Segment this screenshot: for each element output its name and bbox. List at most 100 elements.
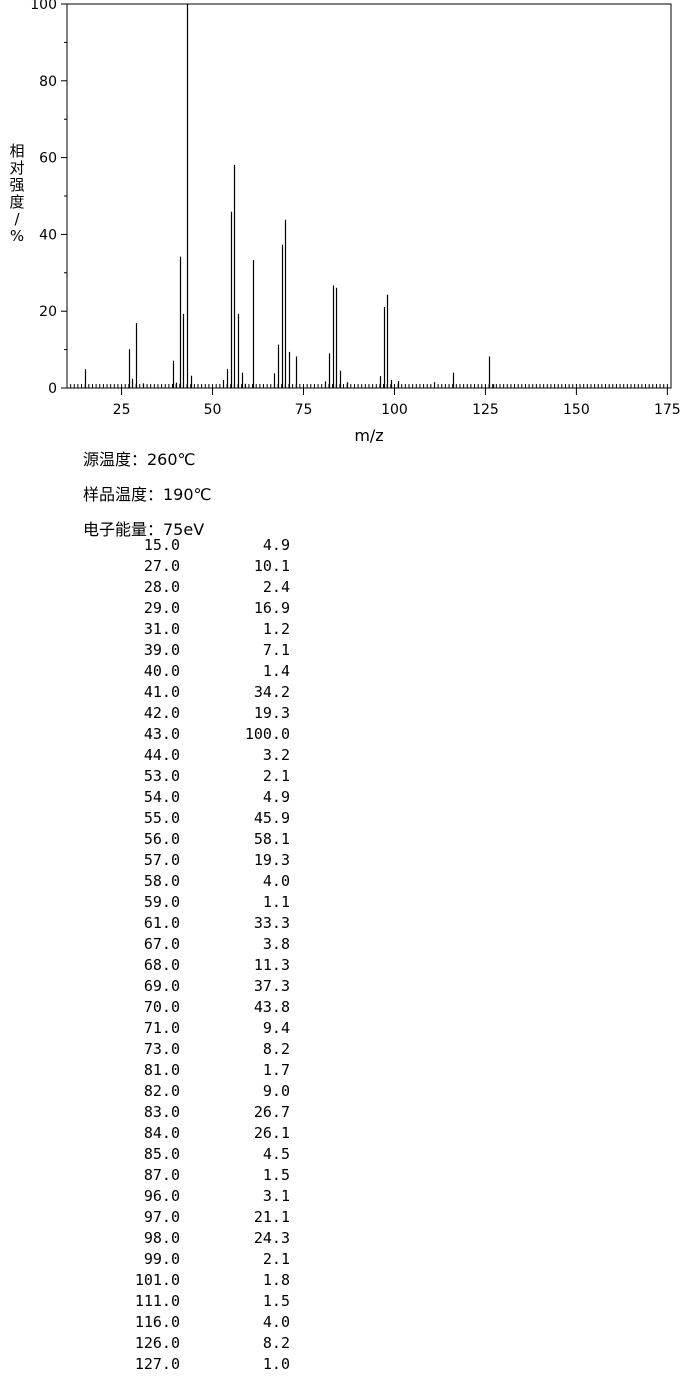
peak-row: 41.0 34.2 bbox=[110, 682, 290, 703]
peak-abundance: 16.9 bbox=[253, 599, 290, 617]
peak-abundance: 2.1 bbox=[262, 1250, 290, 1268]
peak-abundance: 3.8 bbox=[262, 935, 290, 953]
peak-mz: 53.0 bbox=[143, 767, 180, 785]
peak-row: 71.0 9.4 bbox=[110, 1018, 290, 1039]
peak-mz: 43.0 bbox=[143, 725, 180, 743]
peak-mz: 55.0 bbox=[143, 809, 180, 827]
peak-abundance: 58.1 bbox=[253, 830, 290, 848]
peak-mz: 39.0 bbox=[143, 641, 180, 659]
peak-row: 44.0 3.2 bbox=[110, 745, 290, 766]
y-axis-label: 相 对 强 度 / % bbox=[8, 143, 26, 245]
peak-mz: 61.0 bbox=[143, 914, 180, 932]
peak-row: 43.0 100.0 bbox=[110, 724, 290, 745]
peak-row: 28.0 2.4 bbox=[110, 577, 290, 598]
peak-abundance: 1.1 bbox=[262, 893, 290, 911]
peak-abundance: 19.3 bbox=[253, 851, 290, 869]
peak-abundance: 37.3 bbox=[253, 977, 290, 995]
peak-mz: 27.0 bbox=[143, 557, 180, 575]
peak-row: 116.0 4.0 bbox=[110, 1312, 290, 1333]
peak-row: 69.0 37.3 bbox=[110, 976, 290, 997]
peak-mz: 82.0 bbox=[143, 1082, 180, 1100]
peak-mz: 71.0 bbox=[143, 1019, 180, 1037]
peak-row: 81.0 1.7 bbox=[110, 1060, 290, 1081]
peak-row: 98.0 24.3 bbox=[110, 1228, 290, 1249]
peak-mz: 54.0 bbox=[143, 788, 180, 806]
peak-abundance: 19.3 bbox=[253, 704, 290, 722]
y-tick-label: 0 bbox=[48, 381, 57, 397]
peak-abundance: 24.3 bbox=[253, 1229, 290, 1247]
peak-row: 15.0 4.9 bbox=[110, 535, 290, 556]
x-tick-label: 100 bbox=[381, 402, 408, 418]
peak-row: 101.0 1.8 bbox=[110, 1270, 290, 1291]
peak-row: 111.0 1.5 bbox=[110, 1291, 290, 1312]
y-label-char: % bbox=[9, 227, 25, 245]
peak-mz: 97.0 bbox=[143, 1208, 180, 1226]
x-minor-ticks bbox=[66, 384, 672, 388]
y-tick-label: 20 bbox=[39, 304, 57, 320]
peak-abundance: 2.4 bbox=[262, 578, 290, 596]
peak-abundance: 34.2 bbox=[253, 683, 290, 701]
peak-mz: 85.0 bbox=[143, 1145, 180, 1163]
peak-abundance: 9.4 bbox=[262, 1019, 290, 1037]
peak-mz: 127.0 bbox=[134, 1355, 180, 1373]
peak-mz: 40.0 bbox=[143, 662, 180, 680]
x-tick-label: 75 bbox=[295, 402, 313, 418]
peak-mz: 96.0 bbox=[143, 1187, 180, 1205]
peak-row: 127.0 1.0 bbox=[110, 1354, 290, 1375]
peak-mz: 29.0 bbox=[143, 599, 180, 617]
peak-abundance: 1.5 bbox=[262, 1292, 290, 1310]
peak-abundance: 11.3 bbox=[253, 956, 290, 974]
peak-row: 27.0 10.1 bbox=[110, 556, 290, 577]
peak-abundance: 33.3 bbox=[253, 914, 290, 932]
peak-abundance: 2.1 bbox=[262, 767, 290, 785]
peak-row: 29.0 16.9 bbox=[110, 598, 290, 619]
peak-abundance: 10.1 bbox=[253, 557, 290, 575]
plot-frame bbox=[66, 3, 672, 389]
electron-energy: 电子能量：75eV bbox=[83, 520, 205, 539]
peak-row: 59.0 1.1 bbox=[110, 892, 290, 913]
peak-abundance: 100.0 bbox=[244, 725, 290, 743]
peak-mz: 31.0 bbox=[143, 620, 180, 638]
peak-mz: 42.0 bbox=[143, 704, 180, 722]
peak-mz: 56.0 bbox=[143, 830, 180, 848]
y-label-char: 强 bbox=[9, 176, 25, 194]
x-tick-label: 50 bbox=[204, 402, 222, 418]
y-label-char: / bbox=[14, 210, 20, 228]
peak-mz: 101.0 bbox=[134, 1271, 180, 1289]
peak-row: 82.0 9.0 bbox=[110, 1081, 290, 1102]
peak-row: 39.0 7.1 bbox=[110, 640, 290, 661]
peak-mz: 67.0 bbox=[143, 935, 180, 953]
peak-abundance: 7.1 bbox=[262, 641, 290, 659]
peak-row: 67.0 3.8 bbox=[110, 934, 290, 955]
peak-mz: 126.0 bbox=[134, 1334, 180, 1352]
peak-abundance: 4.0 bbox=[262, 872, 290, 890]
x-tick-label: 125 bbox=[472, 402, 499, 418]
peak-row: 73.0 8.2 bbox=[110, 1039, 290, 1060]
peak-row: 126.0 8.2 bbox=[110, 1333, 290, 1354]
peak-abundance: 4.9 bbox=[262, 788, 290, 806]
peak-row: 61.0 33.3 bbox=[110, 913, 290, 934]
peak-row: 56.0 58.1 bbox=[110, 829, 290, 850]
peak-abundance: 3.2 bbox=[262, 746, 290, 764]
y-tick-label: 60 bbox=[39, 151, 57, 167]
peak-mz: 111.0 bbox=[134, 1292, 180, 1310]
peak-mz: 57.0 bbox=[143, 851, 180, 869]
peak-row: 68.0 11.3 bbox=[110, 955, 290, 976]
peak-mz: 87.0 bbox=[143, 1166, 180, 1184]
peak-mz: 84.0 bbox=[143, 1124, 180, 1142]
peak-abundance: 9.0 bbox=[262, 1082, 290, 1100]
peak-abundance: 4.5 bbox=[262, 1145, 290, 1163]
peak-mz: 58.0 bbox=[143, 872, 180, 890]
peak-abundance: 26.1 bbox=[253, 1124, 290, 1142]
y-tick-label: 40 bbox=[39, 227, 57, 243]
peak-row: 97.0 21.1 bbox=[110, 1207, 290, 1228]
peak-mz: 98.0 bbox=[143, 1229, 180, 1247]
peak-abundance: 1.4 bbox=[262, 662, 290, 680]
peak-row: 57.0 19.3 bbox=[110, 850, 290, 871]
y-label-char: 度 bbox=[9, 193, 25, 211]
y-label-char: 对 bbox=[9, 159, 25, 177]
peak-row: 70.0 43.8 bbox=[110, 997, 290, 1018]
peak-row: 58.0 4.0 bbox=[110, 871, 290, 892]
peak-abundance: 8.2 bbox=[262, 1040, 290, 1058]
peak-abundance: 3.1 bbox=[262, 1187, 290, 1205]
